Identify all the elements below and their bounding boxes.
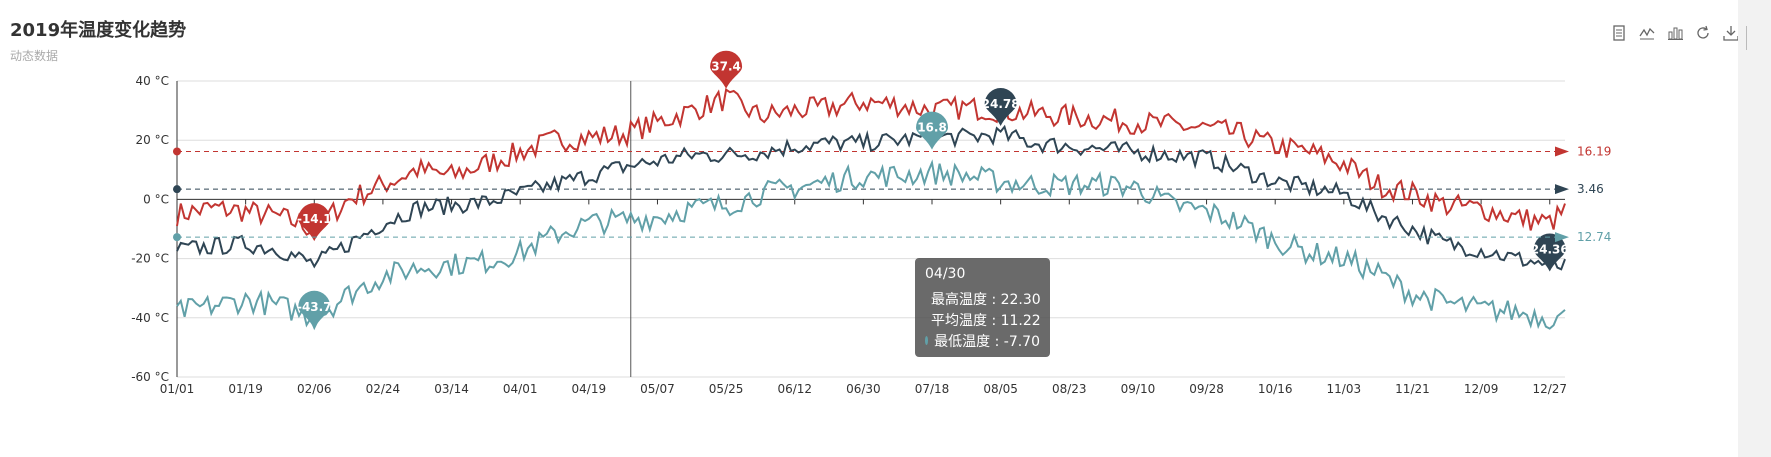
marker-pin <box>1533 233 1566 272</box>
x-tick-label: 06/30 <box>846 382 881 396</box>
tooltip-label-min: 最低温度 : -7.70 <box>934 333 1040 350</box>
x-tick-label: 05/07 <box>640 382 675 396</box>
x-tick-label: 02/24 <box>366 382 401 396</box>
data-view-icon[interactable] <box>1608 22 1630 44</box>
average-start-dot <box>173 185 181 194</box>
average-label: 12.74 <box>1577 230 1611 244</box>
y-tick-label: -20 °C <box>131 252 169 266</box>
tooltip-row-min: 最低温度 : -7.70 <box>925 330 1040 351</box>
marker-pin <box>298 290 331 329</box>
scroll-track <box>1746 26 1753 50</box>
marker-pin <box>984 88 1017 127</box>
x-tick-label: 12/09 <box>1464 382 1499 396</box>
restore-icon[interactable] <box>1692 22 1714 44</box>
x-tick-label: 11/03 <box>1327 382 1362 396</box>
marker-pin <box>298 203 331 242</box>
average-start-dot <box>173 233 181 242</box>
x-tick-label: 08/23 <box>1052 382 1087 396</box>
x-tick-label: 09/10 <box>1121 382 1156 396</box>
tooltip-row-max: 最高温度 : 22.30 <box>925 288 1041 309</box>
y-tick-label: -40 °C <box>131 311 169 325</box>
marker-label: 37.4 <box>711 60 741 74</box>
tooltip-date: 04/30 <box>925 266 966 282</box>
series-line <box>176 88 1566 236</box>
side-scrollbar[interactable] <box>1738 0 1771 457</box>
x-tick-label: 10/16 <box>1258 382 1293 396</box>
marker-label: -43.7 <box>297 300 332 314</box>
x-tick-label: 05/25 <box>709 382 744 396</box>
tooltip-label-avg: 平均温度 : 11.22 <box>931 312 1041 329</box>
average-arrow <box>1555 184 1569 195</box>
tooltip-dot-min <box>925 336 929 345</box>
marker-label: 24.36 <box>1531 243 1569 257</box>
x-tick-label: 02/06 <box>297 382 332 396</box>
bar-chart-icon[interactable] <box>1664 22 1686 44</box>
x-tick-label: 11/21 <box>1395 382 1430 396</box>
y-tick-label: 40 °C <box>136 74 169 88</box>
tooltip-row-avg: 平均温度 : 11.22 <box>925 309 1041 330</box>
tooltip-label-max: 最高温度 : 22.30 <box>931 291 1041 308</box>
x-tick-label: 04/01 <box>503 382 538 396</box>
average-label: 3.46 <box>1577 182 1604 196</box>
x-tick-label: 04/19 <box>572 382 607 396</box>
x-tick-label: 03/14 <box>434 382 469 396</box>
marker-pin <box>916 111 949 150</box>
y-tick-label: 20 °C <box>136 133 169 147</box>
average-start-dot <box>173 147 181 156</box>
marker-label: -14.1 <box>297 212 332 226</box>
toolbox <box>1608 22 1742 44</box>
tooltip: 04/30 最高温度 : 22.30 平均温度 : 11.22 最低温度 : -… <box>915 258 1050 357</box>
chart-subtitle: 动态数据 <box>10 49 59 63</box>
x-tick-label: 07/18 <box>915 382 950 396</box>
x-tick-label: 01/01 <box>160 382 195 396</box>
marker-label: 24.78 <box>982 97 1020 111</box>
y-tick-label: -60 °C <box>131 370 169 384</box>
x-tick-label: 09/28 <box>1189 382 1224 396</box>
series-line <box>176 124 1566 271</box>
x-tick-label: 08/05 <box>983 382 1018 396</box>
average-label: 16.19 <box>1577 144 1611 158</box>
average-arrow <box>1555 146 1569 157</box>
average-arrow <box>1555 232 1569 243</box>
series-line <box>176 159 1566 331</box>
chart-title: 2019年温度变化趋势 <box>10 20 187 41</box>
y-tick-label: 0 °C <box>143 192 169 206</box>
marker-label: 16.8 <box>917 121 947 135</box>
marker-pin <box>710 50 743 89</box>
line-chart-icon[interactable] <box>1636 22 1658 44</box>
x-tick-label: 06/12 <box>777 382 812 396</box>
x-tick-label: 01/19 <box>228 382 263 396</box>
x-tick-label: 12/27 <box>1532 382 1567 396</box>
